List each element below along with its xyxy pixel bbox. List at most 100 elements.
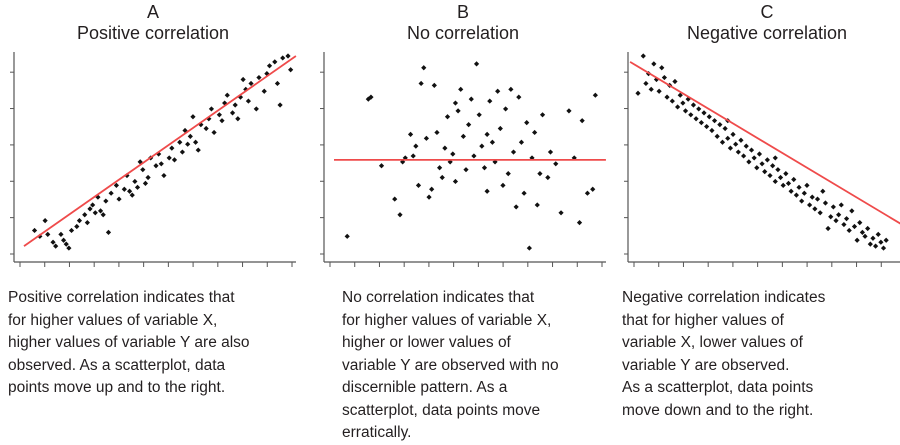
data-point xyxy=(558,210,564,216)
data-point xyxy=(158,161,164,167)
scatter-plot-none xyxy=(320,52,606,267)
data-point xyxy=(108,190,114,196)
data-point xyxy=(429,186,435,192)
data-point xyxy=(113,182,119,188)
data-point xyxy=(82,212,88,218)
data-point xyxy=(664,94,670,100)
data-point xyxy=(648,86,654,92)
data-point xyxy=(524,120,530,126)
data-point xyxy=(793,192,799,198)
data-point xyxy=(471,153,477,159)
data-point xyxy=(867,241,873,247)
data-point xyxy=(458,86,464,92)
data-point xyxy=(682,108,689,114)
data-point xyxy=(576,220,583,226)
data-point xyxy=(153,163,159,169)
data-point xyxy=(833,218,839,224)
data-point xyxy=(526,245,532,251)
data-point xyxy=(841,221,847,228)
data-point xyxy=(161,172,167,179)
data-point xyxy=(439,174,445,181)
data-point xyxy=(547,149,554,155)
data-point xyxy=(730,131,736,137)
data-point xyxy=(706,114,712,120)
data-point xyxy=(444,114,451,120)
data-point xyxy=(566,108,572,114)
data-point xyxy=(285,53,291,59)
data-point xyxy=(460,133,466,139)
data-point xyxy=(772,155,778,161)
data-point xyxy=(717,122,723,128)
data-point xyxy=(277,102,283,108)
data-point xyxy=(830,204,836,210)
data-point xyxy=(208,106,215,112)
data-point xyxy=(701,110,707,116)
data-point xyxy=(539,112,546,118)
data-point xyxy=(785,180,792,186)
data-point xyxy=(838,202,844,208)
data-point xyxy=(822,200,829,206)
description-line: for higher values of variable X, xyxy=(342,311,552,329)
data-point xyxy=(754,165,760,171)
data-point xyxy=(288,67,294,73)
data-point xyxy=(229,110,236,116)
data-point xyxy=(442,145,448,151)
data-point xyxy=(675,104,681,110)
data-point xyxy=(423,135,429,141)
data-point xyxy=(134,184,141,190)
data-point xyxy=(224,92,230,98)
data-point xyxy=(814,196,821,202)
data-point xyxy=(780,182,786,188)
data-point xyxy=(656,88,662,94)
data-point xyxy=(392,196,398,202)
data-point xyxy=(450,151,456,157)
scatter-plot-negative xyxy=(624,52,900,267)
data-point xyxy=(203,125,209,132)
data-point xyxy=(680,100,686,106)
data-point xyxy=(843,216,850,222)
data-point xyxy=(690,102,697,108)
data-point xyxy=(410,153,416,159)
panel-label: C xyxy=(760,2,774,22)
data-point xyxy=(177,139,183,145)
data-point xyxy=(521,190,527,196)
data-point xyxy=(261,88,267,94)
data-point xyxy=(836,212,842,218)
data-point xyxy=(495,88,501,94)
data-point xyxy=(97,208,104,214)
description-positive: Positive correlation indicates that for … xyxy=(8,287,288,400)
data-point xyxy=(397,212,403,218)
data-point xyxy=(466,122,472,128)
data-point xyxy=(63,241,69,247)
data-point xyxy=(437,165,443,171)
data-point xyxy=(880,245,887,251)
trend-line xyxy=(23,55,297,247)
data-point xyxy=(759,161,765,167)
data-point xyxy=(711,118,718,124)
data-point xyxy=(799,198,805,204)
description-line: that for higher values of xyxy=(622,311,784,329)
data-point xyxy=(84,220,90,226)
data-point xyxy=(103,198,109,204)
data-point xyxy=(413,143,419,149)
description-line: scatterplot, data points move xyxy=(342,401,541,419)
data-point xyxy=(473,61,480,67)
data-point xyxy=(767,172,773,179)
panel-subtitle: Negative correlation xyxy=(686,23,848,43)
data-point xyxy=(846,227,852,234)
panel-subtitle: Positive correlation xyxy=(76,23,230,43)
data-point xyxy=(452,100,459,106)
description-none: No correlation indicates that for higher… xyxy=(342,287,602,445)
data-point xyxy=(696,106,702,112)
data-point xyxy=(179,149,185,155)
data-point xyxy=(770,163,776,169)
data-point xyxy=(733,141,739,147)
description-line: variable Y are observed. xyxy=(622,356,790,374)
data-point xyxy=(796,184,802,190)
data-point xyxy=(651,61,657,67)
data-point xyxy=(775,167,781,173)
data-point xyxy=(862,233,868,239)
data-point xyxy=(484,188,490,194)
data-point xyxy=(455,108,461,114)
data-point xyxy=(50,239,56,245)
